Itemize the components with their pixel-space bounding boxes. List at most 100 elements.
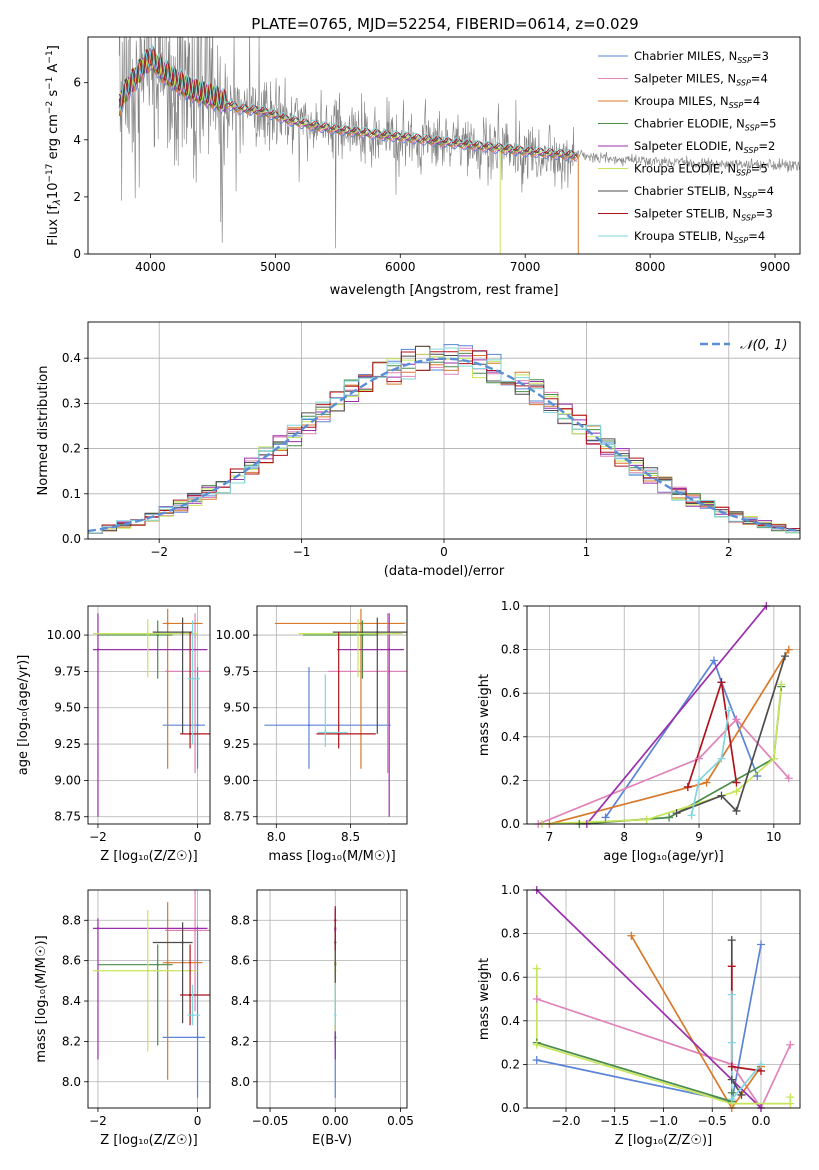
legend-entry-name: Chabrier STELIB	[634, 184, 726, 198]
data-point-marker	[702, 778, 711, 787]
data-spectrum-line	[118, 37, 800, 249]
y-tick-label: 8.75	[223, 810, 250, 824]
data-point	[156, 963, 159, 966]
legend-entry-n: , N	[726, 184, 742, 198]
axes-mass-vs-Z: −2 0 8.0 8.2 8.4 8.6 8.8 Z [log₁₀(Z/Z☉)] mass [l…	[34, 889, 211, 1148]
grid-lines	[257, 606, 407, 824]
legend-entry-value: 4	[767, 184, 774, 198]
y-axis-label: age [log₁₀(age/yr)]	[16, 655, 31, 776]
data-point-marker	[601, 813, 610, 822]
legend-entry-eq: =	[752, 49, 762, 63]
data-point	[337, 732, 340, 736]
legend-entry-value: 4	[758, 229, 765, 243]
x-tick-label: 7000	[510, 260, 541, 274]
data-point	[334, 919, 337, 922]
data-point-marker	[753, 772, 762, 781]
data-point-marker	[727, 936, 736, 945]
x-axis-label: Z [log₁₀(Z/Z☉)]	[100, 1133, 197, 1148]
series-line-chabrier-stelib	[676, 655, 786, 814]
y-tick-label: 0	[73, 247, 81, 261]
legend-entry-sub: SSP	[736, 79, 751, 88]
y-tick-label: 9.50	[54, 701, 81, 715]
legend-entry-value: 5	[769, 117, 776, 131]
x-axis-label: (data-model)/error	[384, 564, 505, 579]
legend-entry-value: 3	[762, 49, 769, 63]
series-line-salpeter-elodie	[536, 890, 762, 1108]
plot-area-mass-vs-Z	[92, 890, 210, 1098]
data-point-marker	[532, 1040, 541, 1049]
x-tick-label: 9000	[760, 260, 791, 274]
y-tick-label: 8.0	[231, 1075, 250, 1089]
data-point	[96, 927, 100, 930]
data-point	[376, 630, 379, 634]
y-tick-label: 0.6	[501, 970, 520, 984]
legend-entry-name: Salpeter MILES	[634, 72, 720, 86]
data-point	[96, 648, 100, 651]
x-tick-label: 10	[766, 830, 781, 844]
data-point-marker	[732, 715, 741, 724]
data-point-marker	[717, 754, 726, 763]
y-tick-label: 9.00	[54, 773, 81, 787]
x-tick-label: 0.0	[751, 1114, 770, 1128]
data-point-marker	[642, 815, 651, 824]
y-tick-label: 8.6	[231, 954, 250, 968]
axes-frame	[87, 889, 211, 1109]
axes-massweight-vs-age: 7 8 9 10 0.0 0.2 0.4 0.6 0.8 1.0 age [log₁₀(age/yr…	[477, 599, 801, 864]
y-axis-label-part: −1	[45, 50, 55, 63]
legend-entry-n: , N	[721, 49, 737, 63]
x-tick-label: −1	[293, 545, 311, 559]
x-tick-label: 9	[695, 830, 703, 844]
series-line-chabrier-elodie	[579, 686, 783, 824]
y-tick-label: 0.0	[62, 532, 81, 546]
y-tick-label: 0.3	[62, 396, 81, 410]
axes-age-vs-mass: 8.0 8.5 8.75 9.00 9.25 9.50 9.75 10.00 mass [log…	[216, 605, 408, 864]
x-axis-label: wavelength [Angstrom, rest frame]	[330, 283, 559, 298]
legend-entry: Kroupa ELODIE, NSSP=5	[634, 162, 768, 178]
y-axis-label-part: −1	[45, 77, 55, 90]
y-axis-label-part: −17	[45, 164, 55, 183]
y-tick-label: 8.75	[54, 810, 81, 824]
data-point	[386, 670, 389, 673]
legend-entry-eq: =	[757, 184, 767, 198]
y-tick-label: 9.50	[223, 701, 250, 715]
grid-lines	[257, 890, 407, 1108]
y-axis-label-part: λ	[52, 199, 63, 206]
data-point-marker	[732, 778, 741, 787]
data-point-marker	[672, 809, 681, 818]
data-point	[334, 1013, 337, 1017]
y-axis-label-part: 10	[46, 183, 61, 200]
x-axis-label: Z [log₁₀(Z/Z☉)]	[100, 849, 197, 864]
legend-entry: Kroupa STELIB, NSSP=4	[634, 229, 765, 245]
legend-entry-eq: =	[760, 117, 770, 131]
legend-entry-value: 4	[760, 72, 767, 86]
legend-entry-sub: SSP	[744, 146, 759, 155]
legend-entry-n: , N	[728, 139, 744, 153]
series-line-kroupa-stelib	[690, 710, 730, 816]
grid-lines	[527, 605, 800, 825]
histogram-step-salpeter-elodie	[88, 355, 800, 534]
legend-entry-sub: SSP	[734, 236, 749, 245]
x-tick-label: 8.0	[267, 830, 286, 844]
x-tick-label: 4000	[135, 260, 166, 274]
data-point-marker	[532, 1056, 541, 1065]
legend-entry-n: , N	[725, 207, 741, 221]
data-point-marker	[687, 811, 696, 820]
data-point	[181, 630, 184, 634]
data-point-marker	[781, 652, 790, 661]
y-axis-label-part: s	[46, 90, 61, 101]
data-point-marker	[732, 806, 741, 815]
legend-entry: Chabrier ELODIE, NSSP=5	[634, 117, 776, 133]
x-tick-label: −2.0	[551, 1114, 580, 1128]
y-tick-label: 8.8	[62, 913, 81, 927]
histogram-step-kroupa-miles	[88, 346, 800, 534]
legend-entry: Salpeter MILES, NSSP=4	[634, 72, 768, 88]
data-point	[166, 622, 169, 625]
axes-massweight-vs-Z: −2.0 −1.5 −1.0 −0.5 0.0 0.0 0.2 0.4 0.6 0.8 1.0 Z […	[477, 883, 801, 1148]
y-tick-label: 0.4	[62, 351, 81, 365]
data-point	[191, 1013, 194, 1017]
y-tick-label: 0.8	[501, 643, 520, 657]
axes-residuals: −2 −1 0 1 2 0.0 0.1 0.2 0.3 0.4 (data-model)/error…	[36, 321, 801, 579]
x-tick-label: 0.05	[387, 1114, 414, 1128]
data-point	[193, 929, 197, 932]
data-point-marker	[727, 962, 736, 971]
